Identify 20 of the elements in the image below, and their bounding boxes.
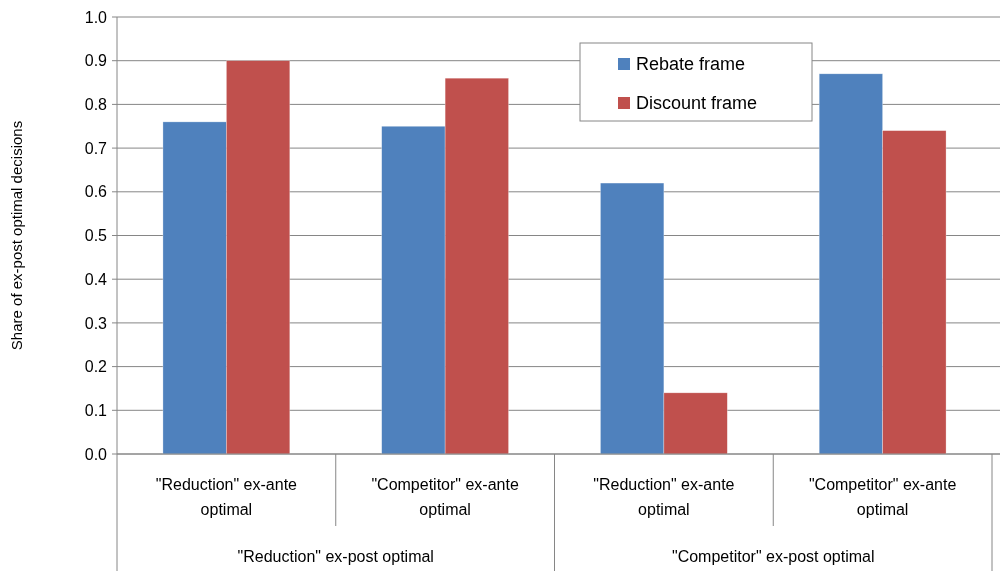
- y-tick-label: 0.8: [84, 96, 108, 113]
- y-tick-label: 1.0: [84, 8, 108, 26]
- text: "Reduction" ex-post optimal: [237, 548, 434, 565]
- text: "Competitor" ex-post optimal: [671, 548, 875, 565]
- y-tick-label: 0.1: [84, 401, 108, 419]
- y-axis-title: Share of ex-post optimal decisions: [8, 120, 25, 351]
- legend-label: Discount frame: [636, 93, 758, 114]
- x-tick-label: "Competitor" ex-ante optimal: [808, 476, 957, 518]
- y-tick-label: 0.2: [84, 358, 108, 376]
- y-tick-label: 0.9: [84, 52, 108, 70]
- y-tick-label: 0.5: [84, 227, 108, 245]
- y-tick-label: 0.4: [84, 270, 108, 288]
- x-tick-label: "Competitor" ex-ante optimal: [371, 476, 519, 518]
- x-tick-label: "Reduction" ex-ante optimal: [593, 476, 735, 518]
- legend-label: Rebate frame: [636, 54, 746, 75]
- y-tick-label: 0.0: [84, 445, 108, 463]
- y-tick-label: 0.3: [84, 314, 108, 332]
- y-tick-label: 0.7: [84, 139, 108, 157]
- y-tick-label: 0.6: [84, 183, 108, 201]
- x-tick-label: "Reduction" ex-ante optimal: [155, 476, 298, 518]
